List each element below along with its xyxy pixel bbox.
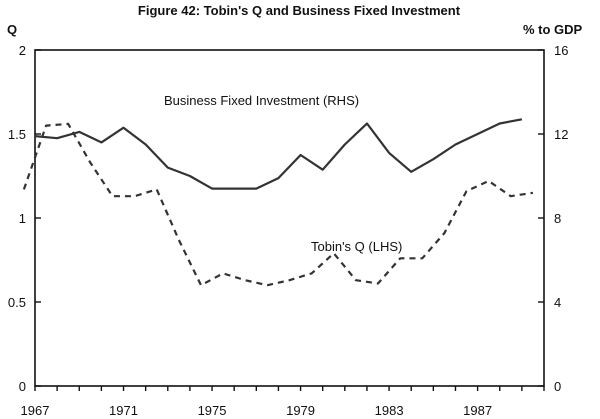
series-line-business-fixed-investment — [34, 118, 523, 190]
right-axis-tick-label: 12 — [554, 127, 568, 142]
right-axis-tick-label: 8 — [554, 211, 561, 226]
x-axis-tick-label: 1983 — [375, 403, 404, 418]
right-axis-title: % to GDP — [523, 22, 583, 37]
chart-title: Figure 42: Tobin's Q and Business Fixed … — [138, 3, 461, 18]
left-axis: 0 0.5 1 1.5 2 — [8, 43, 41, 394]
left-axis-tick-label: 2 — [19, 43, 26, 58]
right-axis-tick-label: 0 — [554, 379, 561, 394]
series-label-business-fixed-investment: Business Fixed Investment (RHS) — [164, 93, 359, 108]
left-axis-tick-label: 1 — [19, 211, 26, 226]
series-label-tobins-q: Tobin's Q (LHS) — [311, 239, 402, 254]
x-axis-tick-label: 1967 — [21, 403, 50, 418]
x-axis-tick-label: 1987 — [463, 403, 492, 418]
x-axis: 1967 1971 1975 1979 1983 1987 — [21, 386, 545, 418]
left-axis-tick-label: 0.5 — [8, 295, 26, 310]
left-axis-tick-label: 0 — [19, 379, 26, 394]
left-axis-tick-label: 1.5 — [8, 127, 26, 142]
right-axis-tick-label: 4 — [554, 295, 561, 310]
x-axis-tick-label: 1971 — [109, 403, 138, 418]
right-axis-tick-label: 16 — [554, 43, 568, 58]
right-axis: 0 4 8 12 16 — [538, 43, 568, 394]
x-axis-tick-label: 1975 — [198, 403, 227, 418]
left-axis-title: Q — [7, 22, 17, 37]
series-line-tobins-q — [22, 122, 534, 287]
x-axis-tick-label: 1979 — [286, 403, 315, 418]
